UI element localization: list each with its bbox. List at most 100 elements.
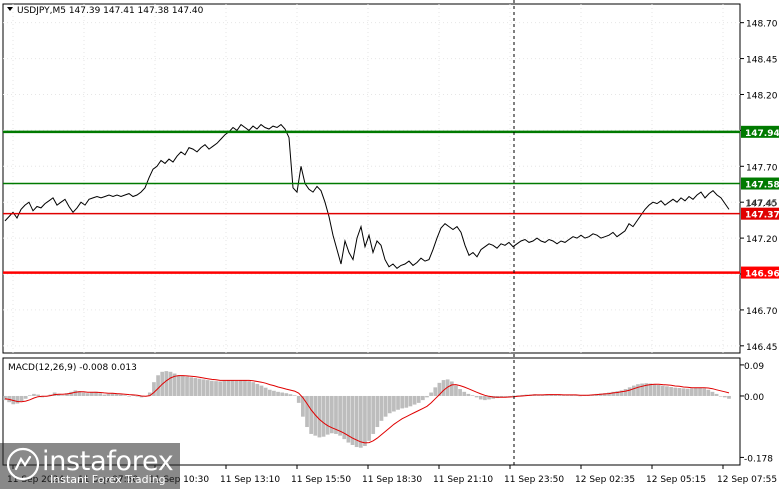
macd-histogram-bar [727, 395, 731, 399]
macd-histogram-bar [681, 388, 686, 396]
price-axis-tick-label: 148.45 [746, 56, 778, 66]
macd-histogram-bar [325, 395, 330, 435]
macd-histogram-bar [421, 395, 425, 401]
macd-histogram-bar [549, 394, 553, 396]
macd-histogram-bar [77, 391, 82, 396]
macd-histogram-bar [499, 395, 504, 398]
macd-histogram-bar [3, 395, 7, 401]
time-axis-tick-label: 11 Sep 23:50 [504, 475, 564, 485]
macd-histogram-bar [131, 395, 136, 396]
macd-histogram-bar [135, 395, 140, 397]
macd-histogram-bar [334, 395, 338, 434]
macd-histogram-bar [243, 380, 247, 396]
macd-histogram-bar [408, 395, 413, 407]
macd-histogram-bar [288, 394, 293, 396]
price-series-line [4, 123, 730, 269]
macd-histogram-bar [449, 381, 454, 396]
macd-histogram-bar [176, 375, 181, 396]
macd-histogram-bar [114, 393, 119, 396]
macd-histogram-bar [251, 382, 256, 396]
macd-histogram-bar [118, 394, 123, 396]
macd-histogram-bar [404, 395, 409, 408]
watermark-brand: instaforex [42, 446, 174, 477]
price-axis-tick-label: 148.70 [746, 20, 778, 30]
macd-histogram-bar [32, 393, 36, 396]
macd-histogram-bar [574, 395, 578, 396]
macd-histogram-bar [36, 394, 40, 396]
macd-histogram-bar [313, 395, 318, 436]
macd-histogram-bar [470, 395, 475, 396]
macd-histogram-bar [94, 391, 98, 396]
macd-histogram-bar [702, 388, 707, 396]
price-axis-tick-label: 146.45 [746, 343, 778, 353]
macd-histogram-bar [230, 380, 235, 396]
macd-histogram-bar [598, 393, 603, 396]
macd-histogram-bar [652, 384, 657, 396]
macd-histogram-bar [483, 395, 487, 401]
macd-histogram-bar [210, 380, 214, 396]
macd-histogram-bar [358, 395, 363, 448]
macd-histogram-bar [718, 395, 723, 397]
macd-histogram-bar [660, 385, 665, 396]
macd-histogram-bar [234, 380, 239, 396]
macd-histogram-bar [516, 395, 520, 396]
macd-histogram-bar [85, 393, 90, 396]
macd-histogram-bar [545, 394, 549, 396]
macd-histogram-bar [346, 395, 351, 443]
macd-histogram-bar [276, 391, 280, 396]
macd-histogram-bar [429, 392, 433, 396]
macd-histogram-bar [441, 380, 446, 396]
macd-histogram-bar [454, 385, 458, 396]
macd-histogram-bar [222, 380, 227, 396]
macd-histogram-bar [197, 378, 202, 396]
price-axis-tick-label: 147.20 [746, 235, 778, 245]
macd-histogram-bar [503, 395, 508, 397]
macd-histogram-bar [214, 381, 218, 396]
macd-histogram-bar [61, 395, 65, 396]
macd-histogram-bar [478, 395, 483, 400]
macd-histogram-bar [56, 393, 61, 396]
level-label-box [741, 125, 779, 138]
macd-histogram-bar [623, 389, 628, 396]
macd-histogram-bar [69, 391, 74, 396]
macd-histogram-bar [569, 394, 574, 396]
macd-histogram-bar [656, 384, 661, 396]
watermark-tagline: Instant Forex Trading [50, 473, 166, 486]
macd-histogram-bar [65, 393, 69, 396]
level-label-box [741, 266, 779, 279]
macd-histogram-bar [565, 395, 570, 396]
macd-histogram-bar [296, 395, 301, 403]
macd-histogram-bar [689, 388, 694, 396]
macd-histogram-bar [367, 395, 371, 441]
macd-histogram-bar [636, 384, 640, 396]
macd-histogram-bar [102, 394, 107, 396]
level-label: 147.58 [745, 181, 780, 191]
macd-histogram-bar [181, 375, 185, 396]
macd-histogram-bar [677, 388, 682, 396]
macd-histogram-bar [110, 393, 115, 396]
macd-histogram-bar [168, 371, 173, 396]
macd-axis-tick-label: 0.09 [744, 362, 764, 372]
price-chart-title: USDJPY,M5 147.39 147.41 147.38 147.40 [17, 6, 204, 16]
macd-histogram-bar [611, 391, 616, 396]
macd-histogram-bar [665, 386, 669, 396]
time-axis-tick-label: 11 Sep 15:50 [291, 475, 351, 485]
macd-histogram-bar [631, 385, 636, 396]
macd-axis-tick-label: -0.178 [744, 454, 773, 464]
macd-histogram-bar [19, 395, 24, 402]
macd-histogram-bar [81, 392, 86, 396]
time-axis-tick-label: 11 Sep 21:10 [433, 475, 493, 485]
macd-histogram-bar [15, 395, 20, 404]
macd-histogram-bar [255, 383, 260, 396]
level-label: 147.94 [745, 129, 780, 139]
time-axis-tick-label: 12 Sep 07:55 [717, 475, 777, 485]
macd-histogram-bar [201, 379, 206, 396]
macd-histogram-bar [474, 395, 479, 398]
macd-histogram-bar [106, 393, 111, 396]
macd-histogram-bar [383, 395, 388, 417]
macd-histogram-bar [615, 391, 620, 396]
macd-histogram-bar [321, 395, 326, 437]
macd-histogram-bar [627, 387, 632, 396]
macd-histogram-bar [425, 395, 429, 398]
macd-histogram-bar [706, 389, 711, 396]
